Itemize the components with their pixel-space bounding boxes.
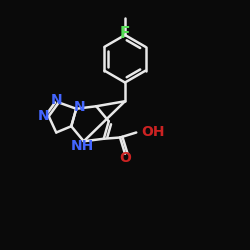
Text: NH: NH — [71, 139, 94, 153]
Text: F: F — [120, 26, 130, 41]
Text: O: O — [119, 151, 131, 165]
Text: OH: OH — [141, 126, 164, 140]
Text: N: N — [38, 109, 50, 123]
Text: N: N — [50, 92, 62, 106]
Text: N: N — [74, 100, 86, 114]
